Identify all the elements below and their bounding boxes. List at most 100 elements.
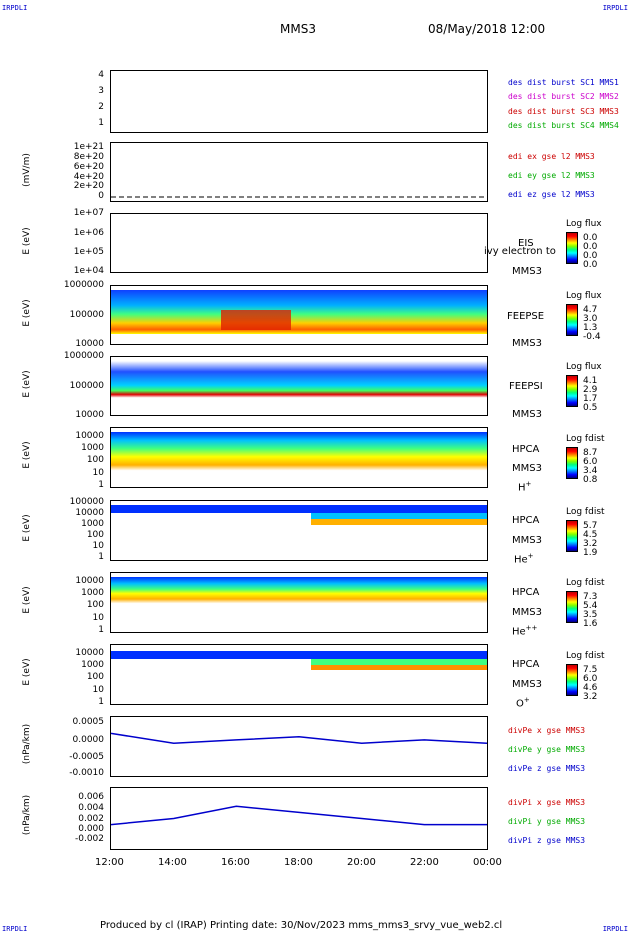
edi-legend-ez: edi ez gse l2 MMS3: [508, 190, 595, 199]
hpca-he-ytick: 1: [98, 552, 104, 562]
hpca-h-ytick: 10: [92, 468, 104, 478]
burst-legend-mms1: des dist burst SC1 MMS1: [508, 78, 619, 87]
x-tick-label: 20:00: [347, 857, 376, 868]
feepse-sc-label: MMS3: [512, 338, 542, 349]
eis-panel: [110, 213, 488, 273]
hpca-hepp-cbar-value: 7.3: [583, 592, 598, 602]
feepsi-cbar-value: 2.9: [583, 385, 598, 395]
divpi-z-line: [110, 805, 487, 826]
hpca-h-ytick: 1: [98, 480, 104, 490]
feepse-colorbar: [566, 304, 578, 336]
eis-ylabel: E (eV): [22, 227, 32, 255]
hpca-he-ytick: 10000: [75, 508, 104, 518]
hpca-hepp-cbar-value: 5.4: [583, 601, 598, 611]
hpca-he-cbar-value: 5.7: [583, 521, 598, 531]
burst-ytick: 2: [98, 102, 104, 112]
feepse-ytick: 10000: [75, 339, 104, 349]
eis-colorbar: [566, 232, 578, 264]
feepsi-ytick: 100000: [69, 381, 104, 391]
feepsi-sc-label: MMS3: [512, 409, 542, 420]
hpca-he-panel: [110, 500, 488, 561]
x-tick-label: 12:00: [95, 857, 124, 868]
edi-ytick: 8e+20: [73, 152, 104, 162]
hpca-he-cbar-value: 3.2: [583, 539, 598, 549]
hpca-hepp-ytick: 1000: [81, 588, 104, 598]
x-tick-label: 18:00: [284, 857, 313, 868]
eis-overlay-label: ivy electron to: [484, 246, 556, 257]
divpe-legend-x: divPe x gse MMS3: [508, 726, 586, 735]
hpca-o-spectrogram: [111, 651, 487, 670]
hpca-h-ytick: 100: [86, 455, 104, 465]
hpca-o-cbar-title: Log fdist: [566, 651, 605, 661]
eis-instrument-label: EIS: [518, 238, 534, 249]
feepsi-ytick: 1000000: [63, 351, 104, 361]
divpi-legend-z: divPi z gse MMS3: [508, 836, 586, 845]
hpca-he-instrument-label: HPCA: [512, 515, 540, 526]
divpi-panel: [110, 787, 488, 850]
divpi-ylabel: (nPa/km): [22, 794, 32, 836]
feepse-cbar-value: 1.3: [583, 323, 598, 333]
feepse-cbar-value: -0.4: [583, 332, 601, 342]
hpca-hepp-ylabel: E (eV): [22, 586, 32, 614]
hpca-h-cbar-value: 6.0: [583, 457, 598, 467]
hpca-o-ytick: 1: [98, 697, 104, 707]
datetime-title: 08/May/2018 12:00: [428, 22, 546, 36]
eis-cbar-value: 0.0: [583, 260, 598, 270]
hpca-he-ytick: 10: [92, 541, 104, 551]
hpca-h-ytick: 1000: [81, 443, 104, 453]
spacecraft-title: MMS3: [280, 22, 316, 36]
hpca-h-cbar-value: 3.4: [583, 466, 598, 476]
hpca-hepp-sc-label: MMS3: [512, 607, 542, 618]
burst-legend-mms2: des dist burst SC2 MMS2: [508, 92, 619, 101]
hpca-he-colorbar: [566, 520, 578, 552]
edi-ytick: 6e+20: [73, 162, 104, 172]
divpi-plot: [110, 805, 487, 826]
hpca-o-ytick: 10000: [75, 648, 104, 658]
divpe-panel: [110, 716, 488, 777]
hpca-o-cbar-value: 6.0: [583, 674, 598, 684]
irap-mark-top-right: IRPDLI: [602, 4, 628, 12]
irap-mark-bottom-left: IRPDLI: [2, 925, 28, 933]
feepse-panel: [110, 285, 488, 345]
hpca-hepp-ytick: 10: [92, 613, 104, 623]
hpca-he-ion-label: He+: [514, 552, 534, 566]
hpca-hepp-ytick: 10000: [75, 576, 104, 586]
edi-ytick: 4e+20: [73, 172, 104, 182]
hpca-he-cbar-value: 4.5: [583, 530, 598, 540]
burst-ytick: 3: [98, 86, 104, 96]
feepsi-cbar-title: Log flux: [566, 362, 602, 372]
eis-sc-label: MMS3: [512, 266, 542, 277]
hpca-h-instrument-label: HPCA: [512, 444, 540, 455]
x-tick-label: 00:00: [473, 857, 502, 868]
eis-ytick: 1e+07: [73, 208, 104, 218]
hpca-hepp-ytick: 1: [98, 625, 104, 635]
irap-mark-bottom-right: IRPDLI: [602, 925, 628, 933]
hpca-h-ylabel: E (eV): [22, 441, 32, 469]
hpca-h-cbar-title: Log fdist: [566, 434, 605, 444]
divpi-ytick: -0.002: [74, 834, 104, 844]
hpca-o-cbar-value: 3.2: [583, 692, 598, 702]
feepse-ylabel: E (eV): [22, 299, 32, 327]
divpe-legend-z: divPe z gse MMS3: [508, 764, 586, 773]
hpca-he-ytick: 100: [86, 530, 104, 540]
hpca-h-ytick: 10000: [75, 431, 104, 441]
hpca-hepp-cbar-value: 3.5: [583, 610, 598, 620]
feepsi-ytick: 10000: [75, 410, 104, 420]
feepse-ytick: 1000000: [63, 280, 104, 290]
hpca-hepp-ion-label: He++: [512, 624, 538, 638]
edi-ytick: 0: [98, 191, 104, 201]
edi-panel: [110, 142, 488, 202]
hpca-he-sc-label: MMS3: [512, 535, 542, 546]
hpca-he-cbar-value: 1.9: [583, 548, 598, 558]
hpca-hepp-instrument-label: HPCA: [512, 587, 540, 598]
feepse-instrument-label: FEEPSE: [507, 311, 545, 322]
divpe-plot: [110, 732, 488, 744]
x-tick-label: 16:00: [221, 857, 250, 868]
x-tick-label: 14:00: [158, 857, 187, 868]
feepsi-cbar-value: 1.7: [583, 394, 598, 404]
divpi-ytick: 0.006: [78, 792, 104, 802]
divpe-ylabel: (nPa/km): [22, 723, 32, 765]
feepsi-spectrogram: [111, 361, 487, 415]
burst-ytick: 4: [98, 70, 104, 80]
hpca-h-panel: [110, 427, 488, 488]
